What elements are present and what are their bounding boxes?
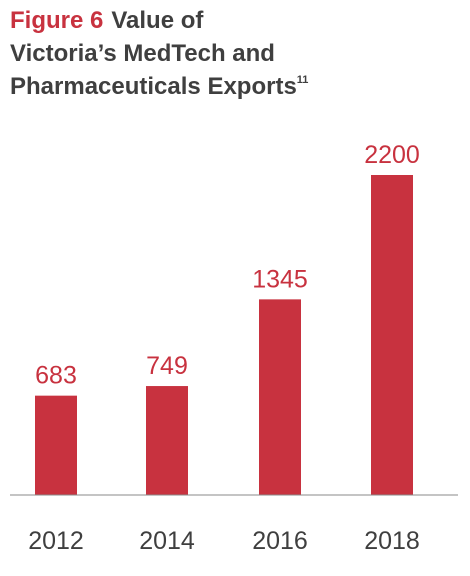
data-labels-group: 683 749 1345 2200 [35, 141, 420, 390]
figure-label: Figure 6 [10, 7, 104, 34]
bar-2014 [146, 386, 188, 495]
x-tick-labels-group: 2012 2014 2016 2018 [28, 527, 420, 555]
x-tick-label-2016: 2016 [252, 527, 308, 555]
title-line-3-text: Pharmaceuticals Exports [10, 73, 297, 100]
data-label-2016: 1345 [252, 265, 308, 293]
data-label-2012: 683 [35, 362, 77, 390]
footnote-marker: 11 [296, 74, 309, 86]
x-tick-label-2012: 2012 [28, 527, 84, 555]
bar-2018 [371, 175, 413, 495]
chart-title-line-1: Figure 6 Value of [10, 4, 460, 37]
x-tick-label-2014: 2014 [139, 527, 195, 555]
bars-group [35, 175, 413, 495]
x-tick-label-2018: 2018 [364, 527, 420, 555]
data-label-2018: 2200 [364, 141, 420, 169]
bar-2016 [259, 299, 301, 495]
bar-2012 [35, 395, 77, 495]
chart-title-line-3: Pharmaceuticals Exports11 [10, 70, 460, 103]
data-label-2014: 749 [146, 352, 188, 380]
chart-title-line-2: Victoria’s MedTech and [10, 40, 275, 67]
chart-title: Figure 6 Value of Victoria’s MedTech and … [10, 4, 460, 103]
title-line-1-text: Value of [111, 7, 204, 34]
